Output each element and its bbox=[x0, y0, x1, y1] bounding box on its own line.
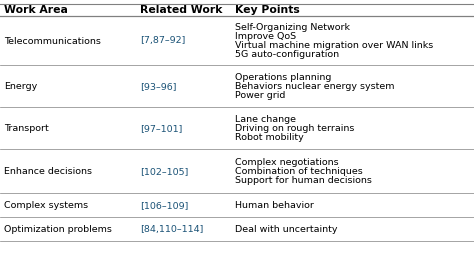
Text: Transport: Transport bbox=[4, 124, 48, 133]
Text: Energy: Energy bbox=[4, 82, 37, 91]
Text: Virtual machine migration over WAN links: Virtual machine migration over WAN links bbox=[235, 41, 433, 50]
Text: Enhance decisions: Enhance decisions bbox=[4, 167, 92, 176]
Text: [7,87–92]: [7,87–92] bbox=[140, 36, 185, 45]
Text: Optimization problems: Optimization problems bbox=[4, 225, 112, 234]
Text: Robot mobility: Robot mobility bbox=[235, 133, 303, 142]
Text: Telecommunications: Telecommunications bbox=[4, 36, 100, 45]
Text: Driving on rough terrains: Driving on rough terrains bbox=[235, 124, 354, 133]
Text: Self-Organizing Network: Self-Organizing Network bbox=[235, 23, 350, 32]
Text: Deal with uncertainty: Deal with uncertainty bbox=[235, 225, 337, 234]
Text: Work Area: Work Area bbox=[4, 5, 68, 15]
Text: Power grid: Power grid bbox=[235, 91, 285, 100]
Text: Related Work: Related Work bbox=[140, 5, 222, 15]
Text: Operations planning: Operations planning bbox=[235, 73, 331, 82]
Text: Improve QoS: Improve QoS bbox=[235, 32, 296, 41]
Text: [102–105]: [102–105] bbox=[140, 167, 188, 176]
Text: Complex negotiations: Complex negotiations bbox=[235, 158, 338, 167]
Text: [93–96]: [93–96] bbox=[140, 82, 176, 91]
Text: [106–109]: [106–109] bbox=[140, 201, 188, 210]
Text: Complex systems: Complex systems bbox=[4, 201, 88, 210]
Text: Behaviors nuclear energy system: Behaviors nuclear energy system bbox=[235, 82, 394, 91]
Text: [84,110–114]: [84,110–114] bbox=[140, 225, 203, 234]
Text: [97–101]: [97–101] bbox=[140, 124, 182, 133]
Text: Combination of techniques: Combination of techniques bbox=[235, 167, 363, 176]
Text: Support for human decisions: Support for human decisions bbox=[235, 176, 372, 185]
Text: Lane change: Lane change bbox=[235, 115, 296, 124]
Text: 5G auto-configuration: 5G auto-configuration bbox=[235, 50, 339, 59]
Text: Human behavior: Human behavior bbox=[235, 201, 313, 210]
Text: Key Points: Key Points bbox=[235, 5, 300, 15]
